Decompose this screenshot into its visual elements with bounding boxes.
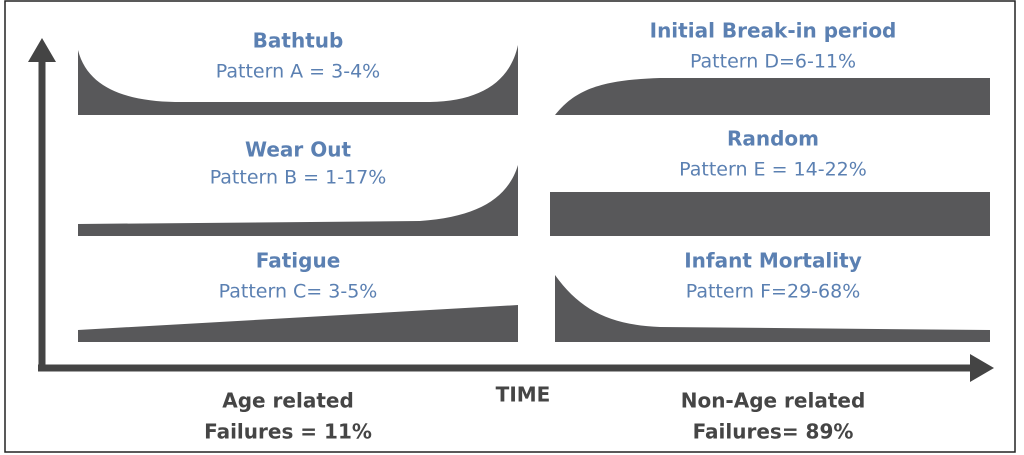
pattern-label: Pattern C= 3-5% [219,281,378,303]
pattern-name: Bathtub [253,29,344,53]
pattern-label: Pattern F=29-68% [686,281,861,303]
pattern-name: Infant Mortality [684,249,862,273]
pattern-label: Pattern D=6-11% [690,51,856,73]
frame [4,0,1016,453]
group-label: Non-Age related [681,389,866,413]
pattern-name: Wear Out [245,138,351,162]
wear-out-curve [78,165,518,236]
break-in-curve [555,78,990,115]
pattern-label: Pattern A = 3-4% [216,61,380,83]
y-axis-arrow [28,38,56,62]
infant-mortality-curve [555,275,990,342]
pattern-name: Random [727,127,819,151]
x-axis-arrow [970,354,994,382]
pattern-name: Fatigue [256,249,341,273]
group-label: Failures= 89% [693,420,854,444]
bathtub-curve [78,45,518,115]
pattern-label: Pattern B = 1-17% [210,167,387,189]
group-label: Age related [222,389,354,413]
axis-label: TIME [496,383,551,407]
group-label: Failures = 11% [204,420,372,444]
pattern-label: Pattern E = 14-22% [679,159,867,181]
pattern-name: Initial Break-in period [650,19,897,43]
random-curve [550,192,990,236]
fatigue-curve [78,305,518,342]
